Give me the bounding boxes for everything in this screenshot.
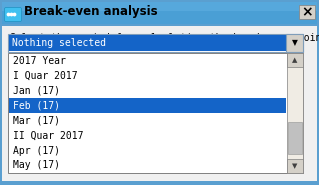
Bar [2, 24, 317, 183]
Bar [287, 159, 303, 173]
Bar [286, 34, 303, 52]
Text: Nothing selected: Nothing selected [12, 38, 106, 48]
Text: Select the period for calculating the break-even point:: Select the period for calculating the br… [10, 33, 319, 43]
Bar [2, 24, 317, 26]
Circle shape [7, 13, 10, 16]
Text: ×: × [301, 5, 313, 19]
Text: Feb (17): Feb (17) [13, 100, 60, 110]
Bar [9, 35, 286, 51]
Text: Break-even analysis: Break-even analysis [24, 6, 158, 18]
FancyBboxPatch shape [4, 8, 21, 21]
Circle shape [10, 13, 13, 16]
Bar [2, 2, 317, 24]
Text: May (17): May (17) [13, 161, 60, 171]
Circle shape [13, 13, 16, 16]
Bar [8, 53, 303, 173]
Text: ▼: ▼ [292, 38, 297, 48]
Bar [299, 5, 315, 19]
Bar [287, 53, 303, 173]
Bar [288, 122, 302, 154]
Bar [9, 98, 286, 113]
Text: I Quar 2017: I Quar 2017 [13, 70, 78, 80]
Bar [2, 2, 317, 11]
Text: ▼: ▼ [292, 163, 298, 169]
Text: ▲: ▲ [292, 57, 298, 63]
Bar [2, 181, 317, 183]
Text: Jan (17): Jan (17) [13, 85, 60, 95]
Text: Apr (17): Apr (17) [13, 145, 60, 156]
Bar [287, 53, 303, 67]
Text: 2017 Year: 2017 Year [13, 56, 66, 65]
Text: II Quar 2017: II Quar 2017 [13, 130, 84, 140]
Bar [8, 34, 303, 52]
Text: Mar (17): Mar (17) [13, 115, 60, 125]
